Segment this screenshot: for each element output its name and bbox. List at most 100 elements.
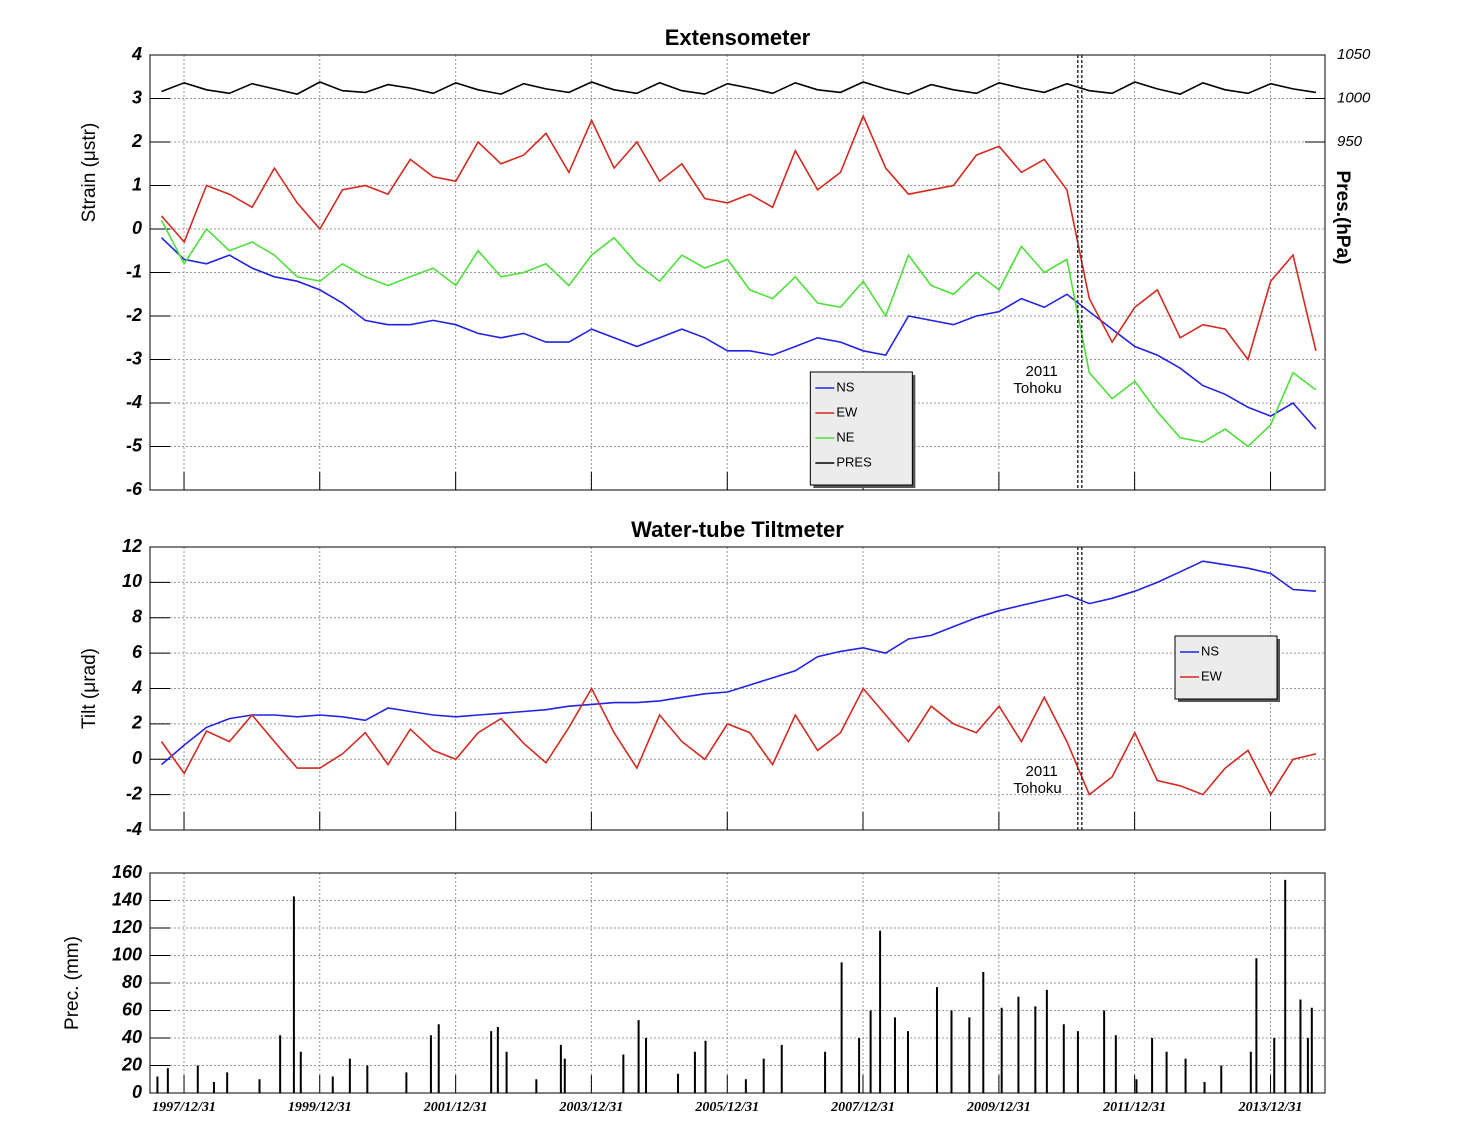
legend-label: PRES [836, 454, 872, 469]
bar [366, 1065, 369, 1093]
y-tick-label: 60 [122, 999, 142, 1019]
y2-tick-label: 1000 [1337, 89, 1371, 106]
bar [405, 1072, 408, 1093]
y-tick-label: -4 [126, 819, 142, 839]
annotation: 2011 [1026, 763, 1058, 780]
bar [879, 930, 882, 1093]
bar [744, 1079, 747, 1093]
bar [1310, 1007, 1313, 1093]
x-tick-label: 2009/12/31 [966, 1100, 1031, 1115]
x-tick-label: 2011/12/31 [1102, 1100, 1166, 1115]
series-line [160, 686, 1317, 797]
legend-label: EW [1201, 668, 1223, 683]
bar [1034, 1006, 1037, 1093]
bar [1045, 989, 1048, 1093]
legend-box [809, 371, 913, 486]
bar [1062, 1024, 1065, 1093]
y-tick-label: 12 [122, 536, 142, 556]
bar [840, 962, 843, 1093]
y-tick-label: -5 [126, 435, 143, 455]
plot-area [150, 873, 1325, 1093]
legend-label: NS [836, 379, 854, 394]
bar [1017, 996, 1020, 1093]
bar [677, 1073, 680, 1093]
annotation: Tohoku [1013, 780, 1061, 797]
bar [693, 1051, 696, 1093]
bar [1076, 1031, 1079, 1093]
bar [1249, 1051, 1252, 1093]
bar [1273, 1038, 1276, 1093]
bar [348, 1058, 351, 1093]
bar [935, 987, 938, 1093]
bar [1103, 1010, 1106, 1093]
bar [1135, 1079, 1138, 1093]
y-tick-label: 40 [121, 1027, 142, 1047]
bar [258, 1079, 261, 1093]
bar [1165, 1051, 1168, 1093]
x-tick-label: 2001/12/31 [423, 1100, 488, 1115]
bar [1299, 999, 1302, 1093]
y-tick-label: 0 [132, 748, 142, 768]
y-axis-label: Prec. (mm) [62, 936, 83, 1030]
series-line [160, 113, 1317, 362]
series-line [160, 219, 1317, 448]
series-line [160, 237, 1317, 430]
y-tick-label: 100 [112, 944, 142, 964]
series-line [161, 81, 1317, 95]
chart-title: Extensometer [665, 25, 811, 50]
bar [622, 1054, 625, 1093]
legend: NS EW NE PRES [809, 371, 916, 488]
bar [1306, 1038, 1309, 1093]
bar [1220, 1065, 1223, 1093]
annotation: 2011 [1026, 363, 1058, 380]
chart-title: Water-tube Tiltmeter [631, 517, 844, 542]
y2-axis-label: Pres.(hPa) [1332, 171, 1353, 265]
bar [1114, 1035, 1117, 1093]
y-tick-label: 120 [112, 917, 142, 937]
x-tick-label: 1999/12/31 [288, 1100, 352, 1115]
bar [1284, 879, 1287, 1093]
bar [893, 1017, 896, 1093]
bar [496, 1027, 499, 1093]
y-tick-label: 2 [131, 713, 142, 733]
legend: NS EW [1174, 635, 1280, 702]
legend-box [1174, 635, 1278, 700]
bar [704, 1040, 707, 1093]
x-tick-label: 2003/12/31 [558, 1100, 623, 1115]
y-tick-label: 4 [131, 44, 142, 64]
y-tick-label: 3 [132, 87, 142, 107]
bar [563, 1058, 566, 1093]
legend-label: NS [1201, 643, 1219, 658]
bar [968, 1017, 971, 1093]
x-tick-label: 2013/12/31 [1238, 1100, 1303, 1115]
plot-frame [149, 54, 1326, 491]
y2-tick-label: 950 [1337, 133, 1363, 150]
y-tick-label: 0 [132, 1082, 142, 1102]
bar [824, 1051, 827, 1093]
y-tick-label: 10 [122, 571, 142, 591]
x-tick-label: 1997/12/31 [152, 1100, 216, 1115]
legend-label: EW [836, 404, 858, 419]
bar [1151, 1038, 1154, 1093]
y-tick-label: -6 [126, 479, 143, 499]
plot-frame [149, 872, 1326, 1094]
y-tick-label: -1 [126, 261, 142, 281]
series-line [160, 560, 1316, 766]
y-tick-label: 160 [112, 862, 142, 882]
bar [780, 1044, 783, 1093]
bar [226, 1072, 229, 1093]
bar [869, 1010, 872, 1093]
x-tick-label: 2005/12/31 [694, 1100, 759, 1115]
bar [559, 1044, 562, 1093]
y-tick-label: 20 [121, 1054, 142, 1074]
y-tick-label: -3 [126, 348, 142, 368]
bar [292, 896, 295, 1093]
y-tick-label: 0 [132, 218, 142, 238]
y-tick-label: 2 [131, 131, 142, 151]
bar [1184, 1058, 1187, 1093]
y-tick-label: 6 [132, 642, 143, 662]
y-axis-label: Tilt (μrad) [79, 648, 100, 729]
bar [299, 1051, 302, 1093]
